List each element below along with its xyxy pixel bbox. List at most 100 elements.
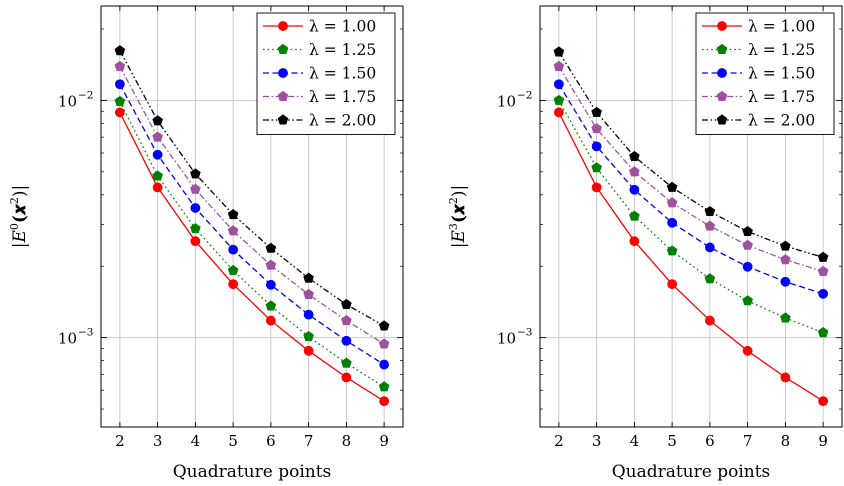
- data-point: [591, 141, 602, 152]
- data-point: [629, 210, 640, 221]
- legend-marker: [277, 43, 289, 55]
- data-point: [114, 60, 126, 71]
- y-axis-label-part: 2: [447, 197, 460, 204]
- series-line: [558, 112, 824, 402]
- y-tick-label: 10: [497, 92, 516, 110]
- data-point: [704, 220, 716, 231]
- data-point: [742, 295, 753, 306]
- y-axis-label-part: |E: [10, 230, 30, 249]
- data-point: [553, 60, 565, 71]
- data-point: [378, 338, 390, 349]
- y-tick-label-exponent: −3: [78, 327, 93, 339]
- data-point: [114, 95, 126, 106]
- data-point: [190, 183, 201, 194]
- data-point: [228, 279, 239, 290]
- data-point: [780, 276, 791, 287]
- series-4: [553, 60, 829, 277]
- legend-label: λ = 2.00: [309, 112, 376, 130]
- series-line: [119, 101, 385, 388]
- x-tick-label: 7: [743, 432, 753, 450]
- legend-marker: [716, 43, 728, 55]
- data-point: [227, 209, 239, 220]
- data-point: [553, 79, 564, 90]
- x-tick-label: 6: [705, 432, 715, 450]
- legend-label: λ = 1.25: [309, 41, 376, 59]
- y-axis-label: |E0(𝒙2)|: [8, 185, 30, 249]
- y-tick-label-exponent: −3: [517, 327, 532, 339]
- x-tick-label: 2: [115, 432, 125, 450]
- x-tick-label: 6: [266, 432, 276, 450]
- x-tick-label: 4: [630, 432, 640, 450]
- data-point: [228, 244, 239, 255]
- data-point: [265, 300, 277, 311]
- data-point: [114, 45, 126, 56]
- data-point: [704, 315, 715, 326]
- x-tick-label: 7: [304, 432, 314, 450]
- legend-label: λ = 1.25: [748, 41, 815, 59]
- series-line: [119, 66, 385, 345]
- legend-marker: [277, 90, 289, 102]
- y-tick-label-exponent: −2: [517, 89, 532, 101]
- data-point: [152, 131, 163, 142]
- data-point: [341, 335, 352, 346]
- x-tick-label: 5: [667, 432, 677, 450]
- data-point: [152, 149, 163, 160]
- data-point: [780, 372, 791, 383]
- x-tick-label: 9: [379, 432, 389, 450]
- data-point: [667, 279, 678, 290]
- data-point: [817, 265, 829, 277]
- data-point: [780, 312, 791, 323]
- legend-label: λ = 1.75: [309, 88, 376, 106]
- data-point: [341, 357, 352, 368]
- data-point: [591, 123, 602, 134]
- data-point: [666, 197, 678, 208]
- series-2: [553, 94, 829, 338]
- data-point: [629, 166, 640, 177]
- y-axis-label-part: 0: [8, 223, 21, 230]
- data-point: [341, 314, 352, 326]
- data-point: [227, 264, 239, 275]
- axes-frame: [100, 5, 404, 428]
- y-axis-label-part: (𝒙: [449, 203, 469, 223]
- data-point: [818, 288, 829, 299]
- x-tick-label: 9: [818, 432, 828, 450]
- series-5: [114, 45, 390, 331]
- series-5: [553, 46, 829, 262]
- series-line: [119, 112, 385, 402]
- data-point: [629, 236, 640, 247]
- data-point: [553, 46, 565, 57]
- y-axis-label-part: )|: [10, 185, 30, 197]
- data-point: [378, 320, 390, 331]
- y-axis-label-part: 2: [8, 197, 21, 204]
- data-point: [303, 331, 314, 342]
- series-3: [553, 79, 829, 299]
- series-4: [114, 60, 390, 349]
- x-tick-label: 3: [153, 432, 163, 450]
- data-point: [152, 170, 163, 181]
- data-point: [114, 79, 125, 90]
- x-tick-label: 8: [342, 432, 352, 450]
- data-point: [817, 327, 829, 338]
- data-point: [190, 223, 201, 234]
- series-line: [558, 51, 824, 258]
- series-line: [558, 100, 824, 334]
- legend-marker: [278, 68, 288, 78]
- legend-marker: [277, 114, 289, 125]
- series-line: [558, 83, 824, 295]
- data-point: [341, 372, 352, 383]
- y-axis-label-part: )|: [449, 185, 469, 197]
- data-point: [152, 182, 163, 193]
- data-point: [817, 251, 829, 262]
- legend: λ = 1.00 λ = 1.25 λ = 1.50 λ = 1.75 λ = 2.00: [695, 12, 835, 135]
- legend-marker: [716, 90, 728, 102]
- data-point: [114, 107, 125, 118]
- legend-label: λ = 1.00: [309, 18, 376, 36]
- data-point: [303, 288, 314, 299]
- data-point: [704, 242, 715, 253]
- data-point: [780, 254, 791, 265]
- axes-frame: [539, 5, 843, 428]
- y-axis-label-part: |E: [449, 230, 469, 249]
